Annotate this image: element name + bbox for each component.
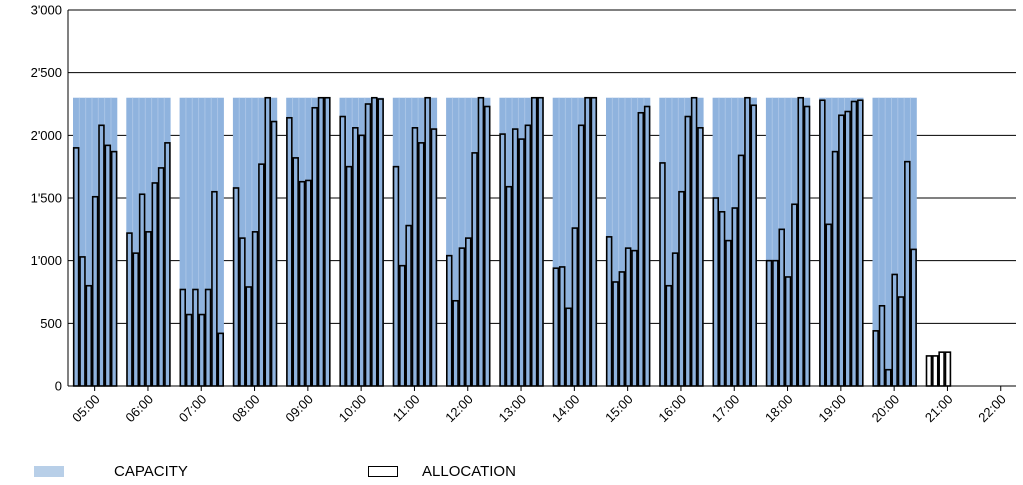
y-tick-label: 2'500: [31, 65, 62, 80]
y-tick-label: 0: [55, 379, 62, 394]
x-tick-label: 21:00: [922, 392, 956, 426]
legend-item-allocation: ALLOCATION: [368, 460, 516, 482]
x-tick-label: 14:00: [549, 392, 583, 426]
x-tick-label: 06:00: [122, 392, 156, 426]
x-tick-label: 11:00: [390, 392, 423, 425]
y-tick-label: 3'000: [31, 3, 62, 18]
x-tick-label: 09:00: [282, 392, 316, 426]
legend-label-capacity: CAPACITY: [114, 462, 188, 480]
y-tick-label: 2'000: [31, 128, 62, 143]
allocation-bar: [944, 351, 952, 387]
y-tick-label: 500: [40, 316, 62, 331]
x-tick-label: 08:00: [229, 392, 263, 426]
x-tick-label: 12:00: [442, 392, 476, 426]
legend-swatch-capacity: [34, 465, 64, 477]
legend-label-allocation: ALLOCATION: [422, 462, 516, 480]
x-tick-label: 10:00: [336, 392, 370, 426]
y-tick-label: 1'500: [31, 191, 62, 206]
x-tick-label: 07:00: [176, 392, 210, 426]
x-tick-label: 13:00: [496, 392, 530, 426]
x-tick-label: 17:00: [709, 392, 743, 426]
allocation-bar: [925, 355, 933, 387]
x-tick-label: 19:00: [815, 392, 849, 426]
legend-swatch-allocation: [368, 465, 398, 477]
x-tick-label: 05:00: [69, 392, 103, 426]
x-tick-label: 16:00: [655, 392, 689, 426]
x-tick-label: 18:00: [762, 392, 796, 426]
y-tick-label: 1'000: [31, 253, 62, 268]
legend-item-capacity: CAPACITY: [34, 460, 188, 482]
x-tick-label: 20:00: [869, 392, 903, 426]
chart-svg: 0 500 1'000 1'500 2'000 2'500 3'000 05:00 06:00 0…: [31, 3, 1016, 426]
allocation-bar: [932, 355, 939, 387]
x-tick-label: 22:00: [975, 392, 1009, 426]
allocation-bar: [938, 351, 945, 387]
x-tick-label: 15:00: [602, 392, 636, 426]
